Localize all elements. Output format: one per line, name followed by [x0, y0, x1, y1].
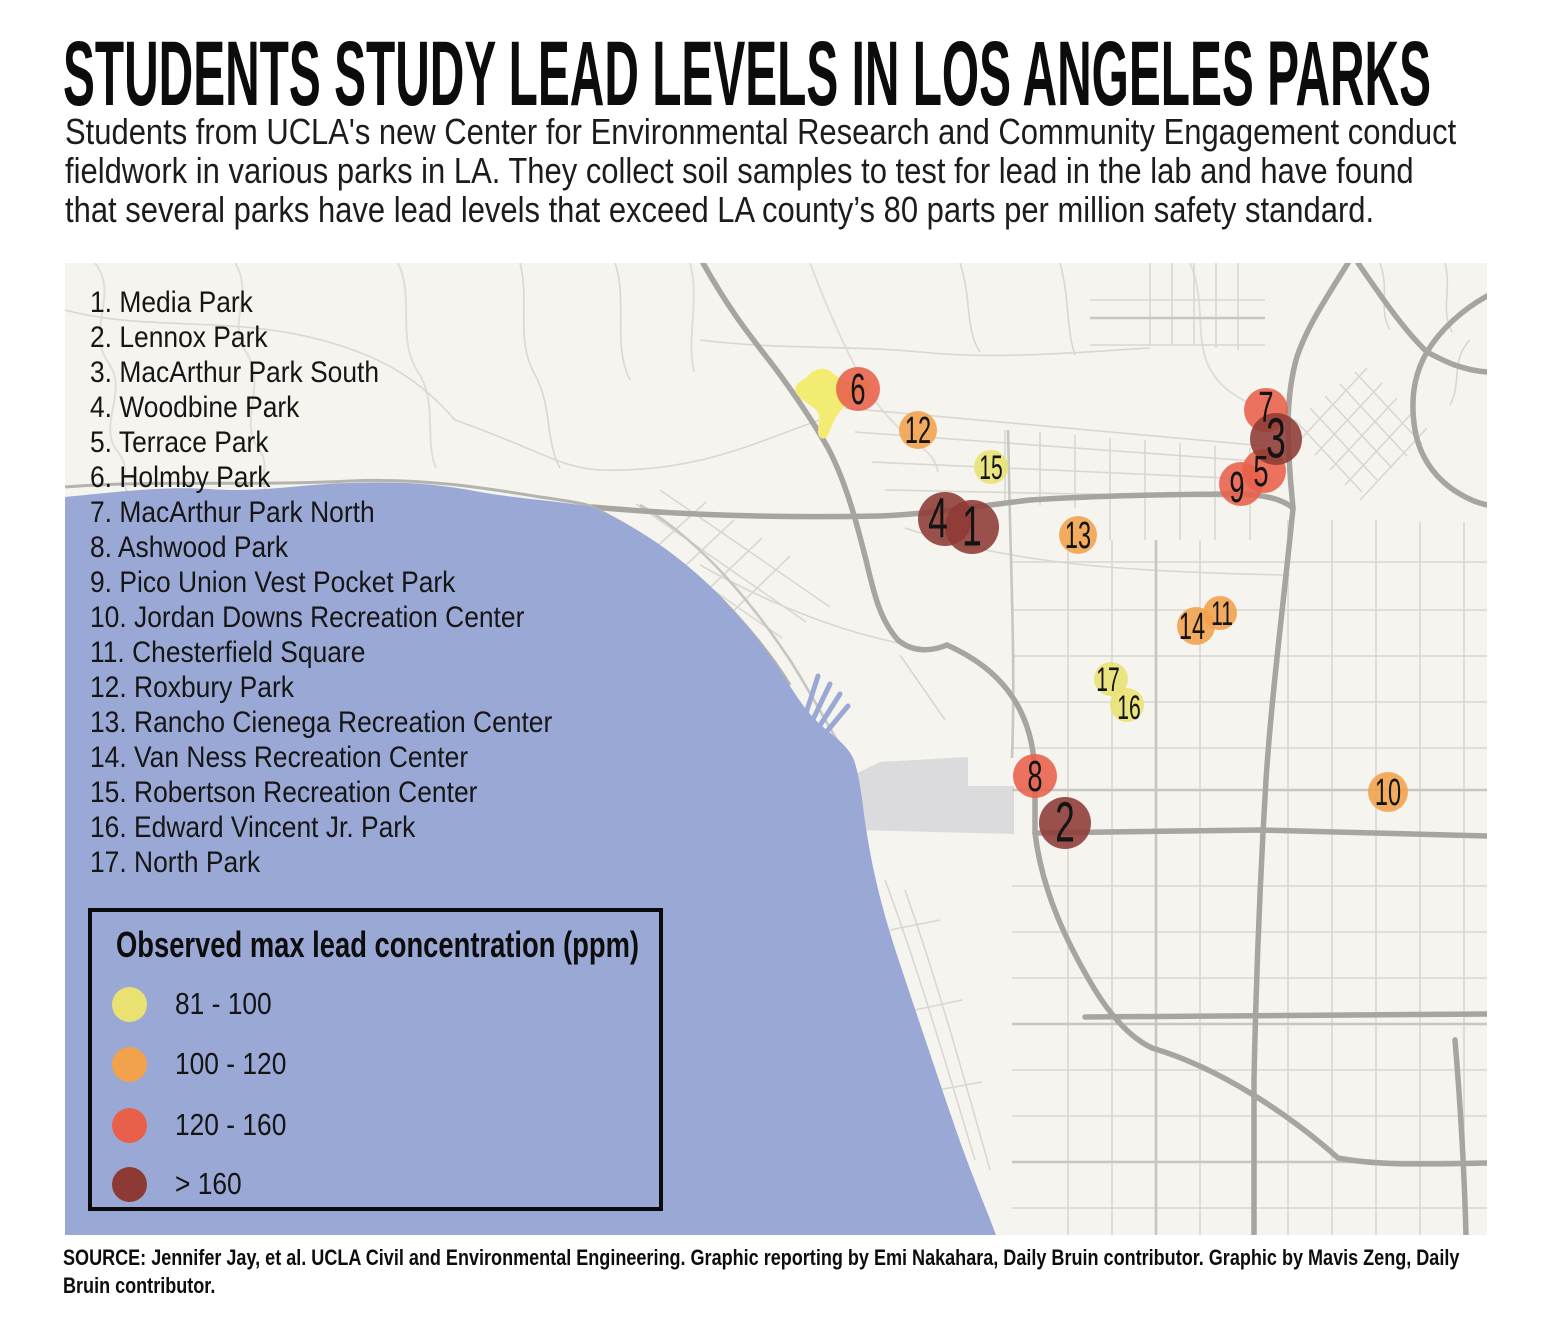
park-list-item: 16. Edward Vincent Jr. Park [90, 811, 416, 844]
legend-item: > 160 [112, 1166, 253, 1202]
marker-label-5: 5 [1253, 446, 1268, 495]
source-line-1: SOURCE: Jennifer Jay, et al. UCLA Civil … [63, 1245, 1460, 1270]
legend-label: 81 - 100 [175, 986, 272, 1021]
intro-text: Students from UCLA's new Center for Envi… [65, 112, 1550, 229]
map-marker-9 [1219, 462, 1263, 506]
park-list-item: 12. Roxbury Park [90, 671, 294, 704]
park-list-item: 11. Chesterfield Square [90, 636, 366, 669]
marker-label-12: 12 [905, 408, 931, 451]
legend-swatch->160 [112, 1166, 147, 1202]
legend-swatch-81-100 [112, 986, 147, 1022]
airport-area [853, 757, 1014, 834]
marker-label-11: 11 [1211, 594, 1233, 632]
marker-label-6: 6 [850, 364, 865, 413]
marker-label-4: 4 [928, 487, 948, 551]
park-list-item: 13. Rancho Cienega Recreation Center [90, 706, 553, 739]
street-lines [65, 263, 1487, 1235]
intro-line-1: Students from UCLA's new Center for Envi… [65, 111, 1457, 152]
park-list-item: 7. MacArthur Park North [90, 496, 375, 529]
marker-label-10: 10 [1375, 770, 1401, 813]
source-credit: SOURCE: Jennifer Jay, et al. UCLA Civil … [63, 1244, 1550, 1300]
legend-item: 100 - 120 [112, 1046, 306, 1082]
map-marker-13 [1059, 516, 1097, 554]
map-marker-8 [1013, 754, 1057, 798]
legend-item: 81 - 100 [112, 986, 289, 1022]
boundary-lines [94, 263, 1253, 493]
intro-line-2: fieldwork in various parks in LA. They c… [65, 150, 1414, 191]
freeway-lines [589, 263, 1487, 1235]
page-title: STUDENTS STUDY LEAD LEVELS IN LOS ANGELE… [63, 23, 1432, 125]
ocean [65, 482, 996, 1235]
map-marker-17 [1094, 662, 1128, 696]
intro-line-3: that several parks have lead levels that… [65, 189, 1375, 230]
marker-label-15: 15 [979, 448, 1002, 486]
map-marker-3 [1250, 413, 1302, 465]
map-marker-15 [974, 450, 1008, 484]
marker-label-9: 9 [1229, 462, 1244, 511]
park-list-item: 5. Terrace Park [90, 426, 269, 459]
marker-label-1: 1 [962, 495, 982, 559]
legend-label: 100 - 120 [175, 1046, 287, 1081]
legend-label: > 160 [175, 1166, 242, 1201]
marker-label-17: 17 [1096, 660, 1119, 698]
marker-label-14: 14 [1179, 604, 1205, 647]
park-list-item: 6. Holmby Park [90, 461, 271, 494]
park-list-item: 9. Pico Union Vest Pocket Park [90, 566, 456, 599]
park-list-item: 3. MacArthur Park South [90, 356, 380, 389]
legend-title: Observed max lead concentration (ppm) [116, 924, 640, 965]
park-list-item: 10. Jordan Downs Recreation Center [90, 601, 525, 634]
legend-swatch-120-160 [112, 1107, 147, 1143]
source-line-2: Bruin contributor. [63, 1273, 216, 1298]
park-list-item: 1. Media Park [90, 286, 253, 319]
map-marker-12 [899, 411, 937, 449]
major-street-lines [639, 316, 1487, 1235]
marker-label-8: 8 [1027, 751, 1042, 800]
legend: Observed max lead concentration (ppm) 81… [88, 908, 663, 1211]
map-marker-16 [1110, 688, 1144, 722]
legend-item: 120 - 160 [112, 1107, 306, 1143]
lead-level-markers [836, 367, 1408, 849]
marker-label-13: 13 [1065, 513, 1091, 556]
map-marker-14 [1177, 607, 1215, 645]
park-list: 1. Media Park 2. Lennox Park 3. MacArthur … [90, 285, 615, 880]
legend-label: 120 - 160 [175, 1107, 287, 1142]
map-marker-1 [945, 500, 999, 554]
marker-label-3: 3 [1266, 407, 1286, 471]
la-map: 7 5 9 3 6 12 15 4 1 13 11 14 17 16 8 2 10 1. Media Park 2… [65, 263, 1487, 1235]
marina-channels [791, 673, 851, 747]
marker-label-16: 16 [1117, 688, 1140, 726]
map-marker-10 [1368, 772, 1408, 812]
park-list-item: 14. Van Ness Recreation Center [90, 741, 469, 774]
marker-label-7: 7 [1258, 382, 1273, 431]
park-list-item: 17. North Park [90, 846, 261, 879]
park-list-item: 4. Woodbine Park [90, 391, 300, 424]
legend-swatch-100-120 [112, 1046, 147, 1082]
park-list-item: 15. Robertson Recreation Center [90, 776, 478, 809]
map-marker-2 [1039, 797, 1091, 849]
map-marker-6 [836, 367, 880, 411]
park-list-item: 2. Lennox Park [90, 321, 268, 354]
park-list-item: 8. Ashwood Park [90, 531, 289, 564]
marker-label-2: 2 [1055, 791, 1075, 855]
